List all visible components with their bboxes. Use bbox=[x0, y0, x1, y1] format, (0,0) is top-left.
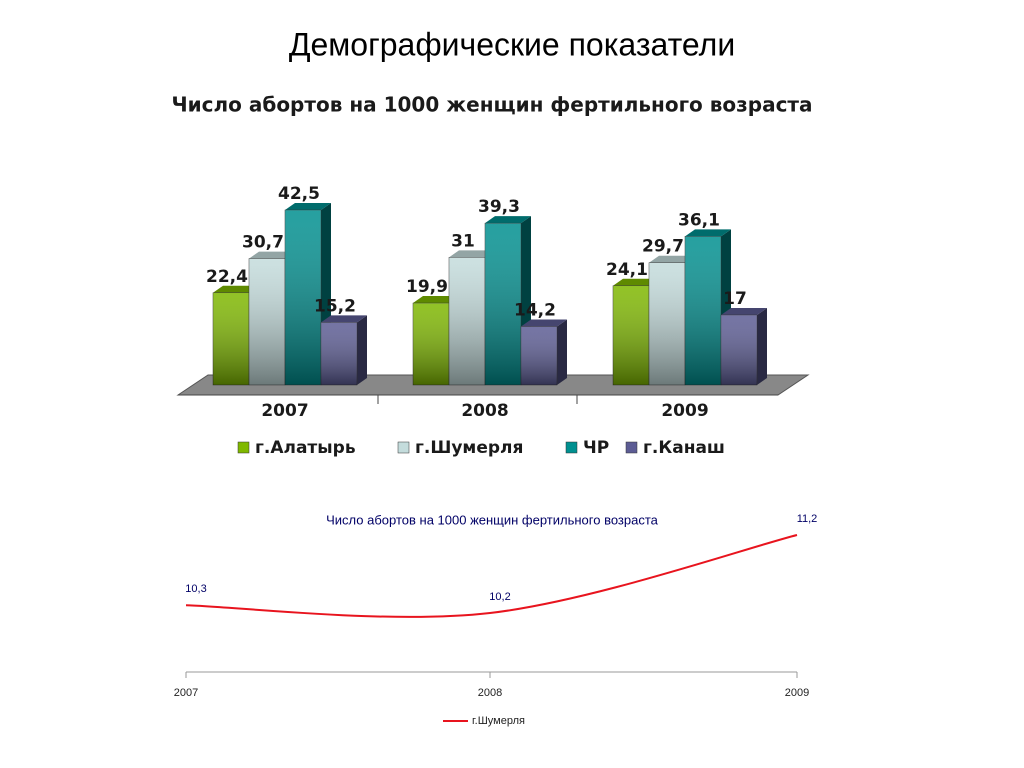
x-tick-label: 2008 bbox=[461, 401, 508, 421]
x-tick-label: 2008 bbox=[478, 687, 502, 699]
bar-side bbox=[357, 315, 367, 385]
data-label: 42,5 bbox=[278, 184, 320, 204]
x-tick-label: 2007 bbox=[261, 401, 308, 421]
data-label: 29,7 bbox=[642, 237, 684, 257]
bar-shade bbox=[213, 292, 249, 385]
legend-label: г.Шумерля bbox=[415, 438, 523, 458]
bar-top bbox=[685, 229, 731, 237]
bar-top bbox=[613, 278, 659, 286]
bar-top bbox=[249, 251, 295, 259]
chart-title: Число абортов на 1000 женщин фертильного… bbox=[171, 93, 812, 117]
bar-shade bbox=[685, 236, 721, 385]
slide-title: Демографические показатели bbox=[289, 26, 735, 62]
legend-label: г.Алатырь bbox=[255, 438, 356, 458]
bar-top bbox=[449, 250, 495, 258]
bar-top bbox=[649, 255, 695, 263]
legend-swatch bbox=[237, 441, 250, 454]
bar-shade bbox=[249, 258, 285, 385]
line bbox=[185, 534, 798, 618]
bar-top bbox=[285, 203, 331, 210]
x-tick-label: 2009 bbox=[785, 687, 809, 699]
legend-label: ЧР bbox=[583, 438, 609, 458]
data-label: 22,4 bbox=[206, 267, 248, 287]
bar-shade bbox=[613, 285, 649, 385]
data-label: 30,7 bbox=[242, 233, 284, 253]
data-label: 31 bbox=[451, 231, 475, 251]
bar-side bbox=[557, 319, 567, 385]
legend-label: г.Шумерля bbox=[472, 715, 525, 727]
x-tick-label: 2009 bbox=[661, 401, 708, 421]
data-label: 10,2 bbox=[489, 591, 510, 603]
bar-top bbox=[485, 216, 531, 224]
data-label: 14,2 bbox=[514, 301, 556, 321]
bar-shade bbox=[285, 210, 321, 385]
bar-top bbox=[413, 296, 459, 304]
chart-title: Число абортов на 1000 женщин фертильного… bbox=[326, 512, 659, 527]
x-tick-label: 2007 bbox=[174, 687, 198, 699]
data-label: 19,9 bbox=[406, 277, 448, 297]
bar-top bbox=[521, 319, 567, 327]
data-label: 17 bbox=[723, 289, 747, 309]
bar-shade bbox=[721, 315, 757, 385]
data-label: 24,1 bbox=[606, 260, 648, 280]
bar-side bbox=[757, 308, 767, 385]
bar-shade bbox=[321, 322, 357, 385]
bar-top bbox=[721, 308, 767, 315]
data-label: 39,3 bbox=[478, 197, 520, 217]
legend-label: г.Канаш bbox=[643, 438, 725, 458]
legend-swatch bbox=[397, 441, 410, 454]
bar-shade bbox=[485, 223, 521, 385]
legend-swatch bbox=[565, 441, 578, 454]
bar-shade bbox=[521, 326, 557, 385]
data-label: 10,3 bbox=[185, 583, 206, 595]
bar-shade bbox=[449, 257, 485, 385]
data-label: 36,1 bbox=[678, 210, 720, 230]
bar-shade bbox=[649, 262, 685, 385]
bar-top bbox=[321, 315, 367, 323]
data-label: 15,2 bbox=[314, 296, 356, 316]
bar-shade bbox=[413, 303, 449, 385]
data-label: 11,2 bbox=[797, 513, 818, 525]
legend-swatch bbox=[625, 441, 638, 454]
bar-top bbox=[213, 285, 259, 293]
